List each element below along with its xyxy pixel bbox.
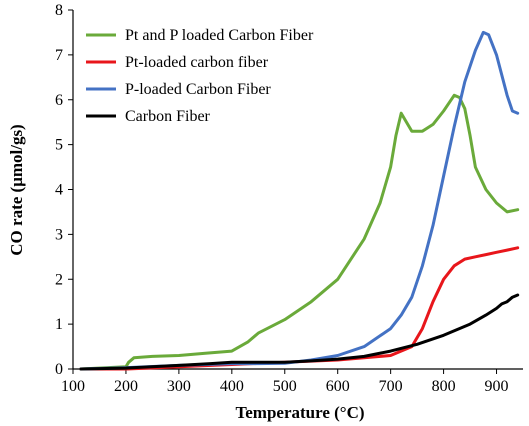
- x-tick-label: 200: [114, 378, 138, 395]
- x-tick-label: 600: [326, 378, 350, 395]
- y-tick-label: 4: [55, 182, 63, 199]
- y-tick-label: 5: [55, 137, 63, 154]
- tick-labels: 100 200 300 400 500 600 700 800 900 0 1 2 3 4 5 6 7 8: [55, 2, 509, 395]
- x-axis-title: Temperature (°C): [235, 403, 364, 422]
- legend-label-2: Pt-loaded carbon fiber: [125, 54, 269, 71]
- x-tick-label: 400: [220, 378, 244, 395]
- x-tick-label: 700: [379, 378, 403, 395]
- x-tick-label: 100: [61, 378, 85, 395]
- y-tick-label: 3: [55, 226, 63, 243]
- series-line-1: [79, 93, 520, 371]
- y-axis-title: CO rate (μmol/gs): [7, 124, 26, 255]
- y-tick-label: 0: [55, 361, 63, 378]
- x-tick-label: 900: [485, 378, 509, 395]
- legend-label-1: Pt and P loaded Carbon Fiber: [125, 27, 314, 44]
- legend-label-3: P-loaded Carbon Fiber: [125, 81, 271, 98]
- legend: Pt and P loaded Carbon Fiber Pt-loaded ca…: [86, 27, 314, 125]
- y-tick-label: 7: [55, 47, 63, 64]
- x-tick-label: 300: [167, 378, 191, 395]
- legend-label-4: Carbon Fiber: [125, 108, 211, 125]
- x-tick-label: 500: [273, 378, 297, 395]
- y-tick-label: 2: [55, 271, 63, 288]
- series-line-4: [79, 293, 520, 371]
- y-tick-label: 1: [55, 316, 63, 333]
- series-lines: [79, 30, 520, 371]
- y-tick-label: 8: [55, 2, 63, 19]
- x-tick-label: 800: [432, 378, 456, 395]
- y-tick-label: 6: [55, 92, 63, 109]
